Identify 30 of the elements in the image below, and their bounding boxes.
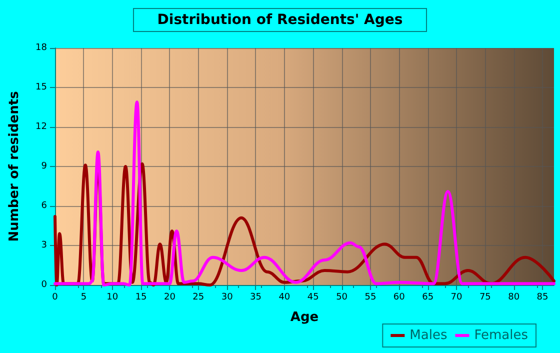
x-tick-label: 75 bbox=[479, 292, 491, 302]
legend-label: Males bbox=[410, 328, 448, 343]
y-tick-label: 15 bbox=[36, 82, 47, 92]
legend-label: Females bbox=[474, 328, 528, 343]
x-tick-label: 10 bbox=[106, 292, 118, 302]
y-tick-label: 6 bbox=[41, 201, 48, 211]
y-tick-label: 9 bbox=[41, 162, 48, 172]
x-tick-label: 0 bbox=[52, 292, 58, 302]
x-tick-label: 5 bbox=[80, 292, 87, 302]
x-tick-label: 20 bbox=[164, 292, 176, 302]
x-tick-label: 55 bbox=[364, 292, 376, 302]
x-tick-label: 25 bbox=[192, 292, 204, 302]
x-tick-label: 50 bbox=[336, 292, 348, 302]
y-axis-title: Number of residents bbox=[7, 90, 22, 242]
y-tick-label: 12 bbox=[36, 122, 47, 132]
x-tick-label: 15 bbox=[135, 292, 147, 302]
y-tick-label: 18 bbox=[36, 43, 48, 53]
x-tick-label: 70 bbox=[450, 292, 462, 302]
x-tick-label: 30 bbox=[221, 292, 234, 302]
x-tick-label: 45 bbox=[307, 292, 319, 302]
x-tick-label: 65 bbox=[422, 292, 434, 302]
x-tick-label: 85 bbox=[536, 292, 548, 302]
y-tick-label: 0 bbox=[41, 280, 48, 290]
x-tick-label: 40 bbox=[278, 292, 290, 302]
x-tick-label: 35 bbox=[250, 292, 262, 302]
y-tick-label: 3 bbox=[41, 240, 47, 250]
x-tick-label: 80 bbox=[508, 292, 520, 302]
x-tick-label: 60 bbox=[393, 292, 406, 302]
x-axis-title: Age bbox=[290, 310, 319, 325]
chart-title: Distribution of Residents' Ages bbox=[157, 12, 403, 28]
